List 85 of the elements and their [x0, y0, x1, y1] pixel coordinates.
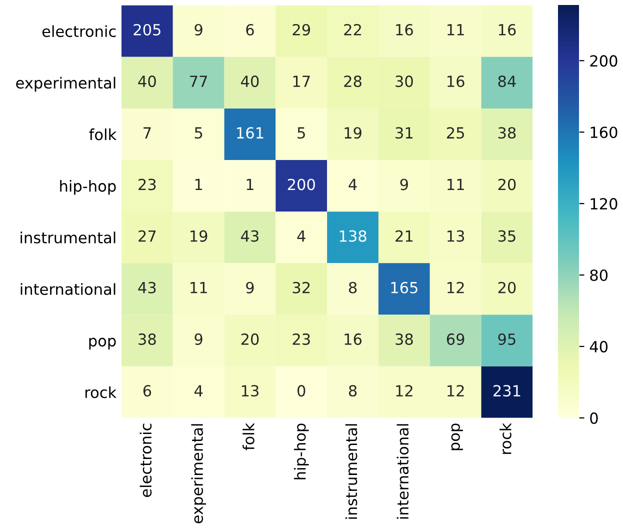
- data-label: 21: [396, 230, 412, 242]
- data-label: 5: [194, 127, 202, 139]
- data-label: 161: [237, 127, 264, 139]
- data-label: 13: [448, 230, 464, 242]
- data-label: 9: [400, 178, 408, 190]
- data-label: 165: [391, 282, 418, 294]
- data-label: 16: [344, 333, 362, 345]
- color-bar-label: 40: [590, 340, 608, 352]
- data-label: 9: [194, 24, 202, 36]
- data-label: 29: [292, 24, 310, 36]
- data-label: 16: [448, 76, 464, 88]
- color-bar-label: 120: [590, 198, 618, 210]
- data-label: 6: [246, 24, 254, 36]
- y-tick-label: experimental: [16, 76, 116, 92]
- color-bar-label: 200: [590, 55, 618, 67]
- data-label: 20: [241, 333, 259, 345]
- y-tick-label: rock: [85, 386, 117, 398]
- data-label: 13: [242, 385, 258, 397]
- data-label: 4: [348, 178, 357, 190]
- data-label: 20: [498, 178, 516, 190]
- color-bar-label: 160: [590, 126, 618, 138]
- data-label: 19: [190, 230, 208, 242]
- data-label: 77: [190, 76, 207, 87]
- data-label: 40: [138, 76, 156, 88]
- data-label: 4: [297, 230, 306, 242]
- data-label: 84: [498, 76, 516, 88]
- data-label: 11: [448, 24, 464, 36]
- data-label: 1: [246, 178, 254, 190]
- color-bar-label: 80: [590, 269, 608, 282]
- x-tick-label: hip-hop: [294, 424, 309, 480]
- data-label: 12: [448, 282, 464, 294]
- data-label: 11: [448, 178, 464, 190]
- data-label: 7: [144, 127, 151, 138]
- data-label: 95: [498, 333, 516, 345]
- data-label: 9: [246, 282, 254, 294]
- data-label: 17: [293, 76, 310, 87]
- data-label: 19: [344, 127, 362, 139]
- data-label: 138: [340, 230, 366, 242]
- data-label: 27: [138, 230, 156, 242]
- data-label: 32: [292, 282, 310, 294]
- data-label: 40: [241, 76, 259, 88]
- data-label: 4: [194, 385, 203, 396]
- x-tick-label: instrumental: [345, 424, 358, 519]
- data-label: 12: [396, 385, 412, 396]
- data-label: 20: [498, 282, 516, 294]
- data-label: 31: [396, 127, 412, 139]
- data-label: 12: [448, 385, 464, 396]
- data-label: 11: [190, 282, 207, 294]
- data-label: 9: [194, 333, 202, 345]
- y-tick-label: electronic: [42, 25, 116, 38]
- data-label: 205: [134, 24, 160, 36]
- data-label: 43: [241, 230, 258, 242]
- y-tick-label: pop: [89, 338, 116, 350]
- data-label: 43: [138, 282, 156, 294]
- data-label: 35: [498, 230, 516, 242]
- data-label: 200: [288, 178, 315, 190]
- data-label: 38: [138, 333, 156, 345]
- data-label: 25: [446, 127, 464, 139]
- y-tick-label: international: [20, 283, 116, 295]
- data-label: 23: [292, 333, 310, 345]
- x-tick-label: pop: [451, 424, 463, 450]
- x-tick-label: international: [396, 424, 409, 519]
- color-bar-label: 0: [590, 412, 598, 424]
- data-label: 231: [494, 385, 520, 397]
- data-label: 16: [498, 24, 516, 36]
- data-label: 28: [344, 76, 362, 88]
- data-label: 8: [348, 282, 357, 294]
- data-label: 16: [396, 24, 413, 36]
- x-tick-label: rock: [500, 422, 512, 454]
- x-tick-label: experimental: [191, 424, 206, 524]
- data-label: 69: [446, 333, 464, 345]
- data-label: 30: [396, 76, 413, 88]
- data-label: 38: [396, 333, 413, 345]
- data-label: 0: [298, 385, 306, 397]
- data-label: 5: [298, 127, 305, 139]
- data-label: 38: [498, 127, 516, 139]
- data-label: 23: [138, 178, 156, 190]
- y-tick-label: instrumental: [20, 232, 116, 244]
- y-tick-label: hip-hop: [60, 180, 116, 195]
- data-label: 22: [344, 24, 361, 36]
- y-tick-label: folk: [89, 128, 117, 140]
- data-label: 6: [143, 385, 152, 397]
- data-label: 1: [195, 178, 202, 190]
- x-tick-label: folk: [242, 422, 254, 450]
- data-label: 8: [348, 385, 357, 397]
